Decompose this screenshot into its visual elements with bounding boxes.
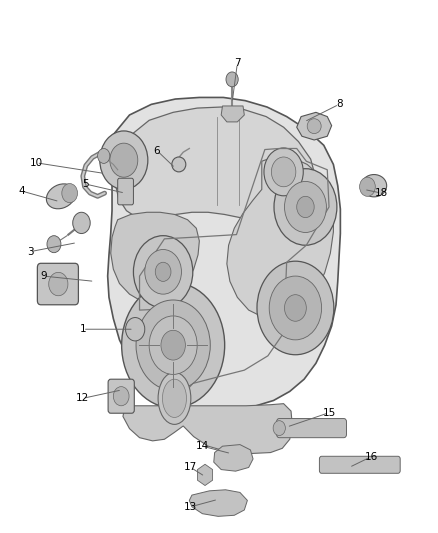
Polygon shape (227, 156, 333, 319)
Circle shape (98, 149, 110, 164)
Ellipse shape (162, 379, 187, 417)
Polygon shape (189, 490, 247, 516)
Polygon shape (297, 112, 332, 140)
Text: 16: 16 (364, 452, 378, 462)
Text: 9: 9 (40, 271, 47, 281)
Circle shape (226, 72, 238, 87)
Circle shape (272, 157, 296, 187)
Text: 18: 18 (375, 188, 388, 198)
Polygon shape (214, 445, 253, 471)
Circle shape (264, 148, 303, 196)
Circle shape (100, 131, 148, 189)
Text: 15: 15 (322, 408, 336, 418)
FancyBboxPatch shape (277, 418, 346, 438)
Circle shape (122, 282, 225, 408)
Circle shape (113, 386, 129, 406)
Circle shape (285, 181, 326, 232)
Text: 13: 13 (184, 502, 197, 512)
Ellipse shape (307, 119, 321, 134)
FancyBboxPatch shape (118, 178, 134, 205)
Circle shape (285, 295, 306, 321)
Circle shape (257, 261, 334, 355)
Circle shape (136, 300, 210, 390)
Circle shape (269, 276, 321, 340)
FancyBboxPatch shape (319, 456, 400, 473)
Circle shape (73, 212, 90, 233)
Text: 6: 6 (154, 146, 160, 156)
Circle shape (47, 236, 61, 253)
Circle shape (360, 177, 375, 196)
Circle shape (149, 316, 197, 374)
Polygon shape (115, 107, 316, 223)
Text: 12: 12 (76, 393, 89, 403)
FancyBboxPatch shape (37, 263, 78, 305)
Ellipse shape (46, 184, 75, 209)
Ellipse shape (361, 174, 387, 197)
Circle shape (62, 183, 78, 203)
Text: 10: 10 (30, 158, 43, 168)
Circle shape (110, 143, 138, 177)
Polygon shape (221, 106, 244, 122)
Polygon shape (198, 464, 212, 486)
Circle shape (155, 262, 171, 281)
Circle shape (273, 421, 286, 435)
Circle shape (297, 196, 314, 217)
Text: 5: 5 (82, 179, 89, 189)
Circle shape (161, 330, 185, 360)
Polygon shape (123, 403, 292, 454)
Circle shape (145, 249, 181, 294)
Text: 3: 3 (27, 247, 34, 256)
Text: 1: 1 (79, 324, 86, 334)
Polygon shape (111, 212, 199, 303)
Text: 8: 8 (336, 99, 343, 109)
Circle shape (134, 236, 193, 308)
Circle shape (49, 272, 68, 296)
Ellipse shape (172, 157, 186, 172)
Text: 4: 4 (18, 186, 25, 196)
Text: 7: 7 (234, 59, 240, 68)
Circle shape (274, 168, 337, 245)
Polygon shape (108, 98, 340, 410)
FancyBboxPatch shape (108, 379, 134, 413)
Text: 17: 17 (184, 463, 197, 472)
Ellipse shape (158, 372, 191, 424)
Circle shape (126, 318, 145, 341)
Text: 14: 14 (196, 441, 209, 451)
